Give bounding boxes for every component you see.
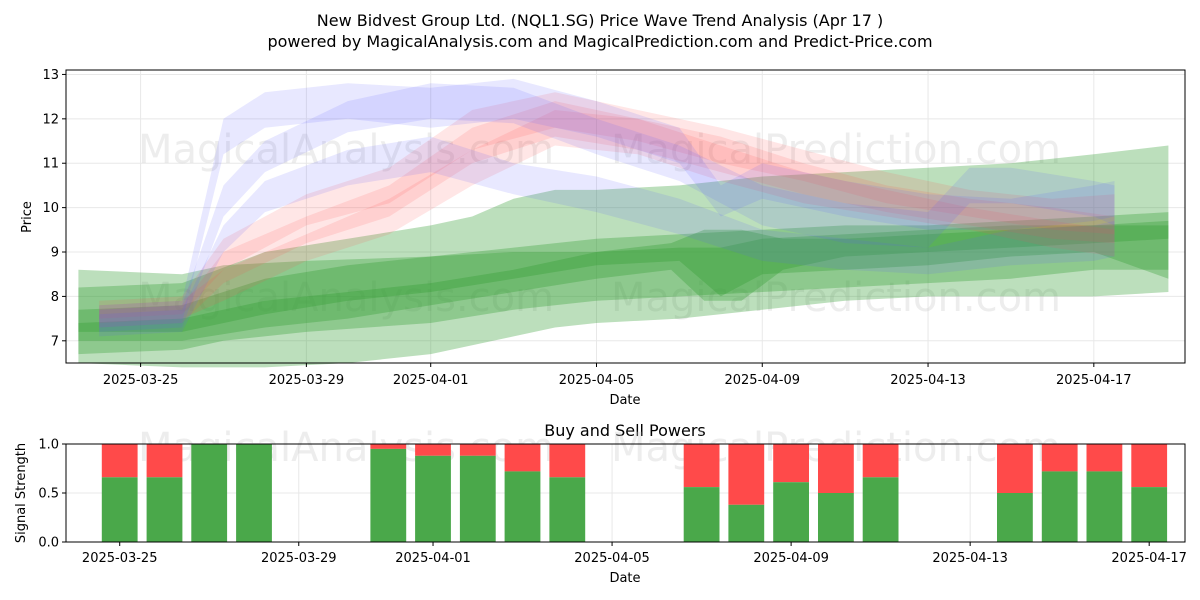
buy-sell-panel: Buy and Sell Powers MagicalAnalysis.com …: [14, 421, 1187, 586]
green-wave-band-4: [78, 220, 1169, 341]
signal-y-axis: 0.0 0.5 1.0: [38, 438, 66, 551]
sell-power-bar: [728, 444, 765, 505]
green-wave-band-1: [78, 212, 1169, 355]
green-wave-band-3: [78, 225, 1169, 332]
buy-power-bar: [773, 482, 809, 542]
sell-power-bar: [1131, 444, 1168, 488]
red-wave-band-2: [99, 110, 1115, 323]
x-tick-label: 2025-03-25: [103, 373, 179, 388]
green-wave-band-2: [78, 145, 1169, 368]
price-y-axis-label: Price: [20, 201, 35, 233]
buy-power-bar: [683, 487, 720, 542]
price-bands: [78, 78, 1169, 368]
buy-power-bar: [504, 471, 541, 542]
x-tick-label: 2025-04-17: [1056, 373, 1132, 388]
y-tick-label: 11: [42, 157, 59, 172]
sell-power-bar: [549, 444, 586, 478]
buy-power-bar: [459, 455, 496, 542]
sell-power-bar: [818, 444, 854, 493]
red-wave-band-1: [99, 101, 1115, 328]
watermark-analysis: MagicalAnalysis.com: [138, 127, 554, 173]
x-tick-label: 2025-04-09: [753, 551, 829, 566]
sell-power-bar: [1041, 444, 1078, 472]
y-tick-label: 8: [51, 290, 59, 305]
buy-power-bar: [101, 477, 138, 542]
signal-x-axis-label: Date: [609, 571, 640, 586]
x-tick-label: 2025-04-17: [1111, 551, 1187, 566]
sell-power-bar: [370, 444, 407, 449]
sell-power-bar: [504, 444, 541, 472]
y-tick-label: 1.0: [38, 438, 59, 453]
signal-y-axis-label: Signal Strength: [14, 443, 29, 543]
x-tick-label: 2025-04-13: [890, 373, 966, 388]
watermark-prediction: MagicalPrediction.com: [611, 127, 1061, 173]
sell-power-bar: [146, 444, 183, 478]
y-tick-label: 10: [42, 201, 59, 216]
y-tick-label: 0.0: [38, 536, 59, 551]
chart-title: New Bidvest Group Ltd. (NQL1.SG) Price W…: [317, 11, 883, 30]
x-tick-label: 2025-03-25: [82, 551, 158, 566]
buy-power-bar: [415, 455, 451, 542]
sell-power-bar: [683, 444, 720, 488]
x-tick-label: 2025-04-01: [395, 551, 471, 566]
blue-wave-band-2: [99, 83, 1115, 332]
x-tick-label: 2025-04-01: [393, 373, 469, 388]
buy-power-bar: [862, 477, 899, 542]
sell-power-bar: [101, 444, 138, 478]
buy-power-bar: [549, 477, 586, 542]
red-wave-band-3: [99, 92, 1115, 319]
signal-bars: [101, 444, 1168, 542]
sell-power-bar: [1086, 444, 1123, 472]
price-watermarks: MagicalAnalysis.com MagicalPrediction.co…: [138, 127, 1061, 321]
price-x-axis-label: Date: [609, 393, 640, 408]
y-tick-label: 12: [42, 112, 59, 127]
price-grid: [66, 70, 1185, 363]
price-wave-panel: MagicalAnalysis.com MagicalPrediction.co…: [20, 68, 1186, 408]
y-tick-label: 9: [51, 246, 59, 261]
sell-power-bar: [415, 444, 451, 456]
buy-power-bar: [997, 493, 1033, 542]
chart-subtitle: powered by MagicalAnalysis.com and Magic…: [267, 32, 932, 51]
price-plot-frame: [65, 69, 1186, 364]
x-tick-label: 2025-04-05: [574, 551, 650, 566]
buy-power-bar: [818, 493, 854, 542]
sell-power-bar: [459, 444, 496, 456]
x-tick-label: 2025-04-05: [559, 373, 635, 388]
buy-power-bar: [370, 448, 407, 542]
watermark-analysis: MagicalAnalysis.com: [138, 275, 554, 321]
buy-power-bar: [1041, 471, 1078, 542]
x-tick-label: 2025-04-09: [724, 373, 800, 388]
buy-power-bar: [146, 477, 183, 542]
sell-power-bar: [773, 444, 809, 483]
signal-x-axis: 2025-03-25 2025-03-29 2025-04-01 2025-04-05…: [82, 542, 1187, 566]
sell-power-bar: [862, 444, 899, 478]
x-tick-label: 2025-04-13: [932, 551, 1008, 566]
x-tick-label: 2025-03-29: [261, 551, 337, 566]
y-tick-label: 13: [42, 68, 59, 83]
x-tick-label: 2025-03-29: [269, 373, 345, 388]
price-x-axis: 2025-03-25 2025-03-29 2025-04-01 2025-04-05…: [103, 363, 1132, 388]
buy-power-bar: [1131, 487, 1168, 542]
blue-wave-band-1: [99, 78, 1115, 328]
buy-power-bar: [236, 444, 272, 542]
buy-power-bar: [191, 444, 228, 542]
y-tick-label: 7: [51, 334, 59, 349]
sell-power-bar: [997, 444, 1033, 493]
price-y-axis: 7 8 9 10 11 12 13: [42, 68, 66, 349]
y-tick-label: 0.5: [38, 487, 59, 502]
buy-sell-title: Buy and Sell Powers: [544, 421, 706, 440]
buy-power-bar: [728, 504, 765, 542]
buy-power-bar: [1086, 471, 1123, 542]
watermark-prediction: MagicalPrediction.com: [611, 275, 1061, 321]
